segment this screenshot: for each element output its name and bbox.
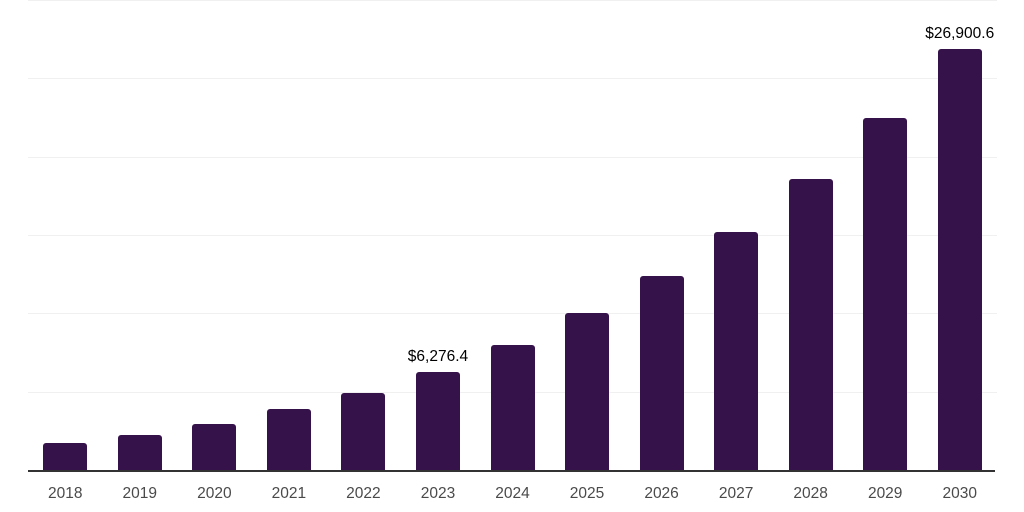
bar-2027 [714, 232, 759, 470]
x-tick-2022: 2022 [346, 485, 381, 502]
bar-2021 [266, 409, 311, 470]
gridline-20000 [28, 156, 997, 158]
gridline-15000 [28, 235, 997, 236]
bar-2028 [788, 179, 833, 470]
x-tick-2018: 2018 [48, 485, 83, 502]
x-tick-2025: 2025 [569, 485, 605, 502]
bar-2020 [192, 423, 237, 470]
bar-2029 [863, 117, 908, 470]
bar-2018 [43, 442, 88, 470]
x-axis-line [28, 470, 995, 472]
gridline-10000 [28, 313, 997, 315]
x-tick-2028: 2028 [793, 485, 828, 502]
data-label-2023: $6,276.4 [407, 347, 469, 365]
bar-2030 [937, 48, 982, 470]
x-tick-2030: 2030 [942, 485, 977, 502]
x-axis-labels: 2018 2019 2020 2021 2022 2023 2024 2025 2026 2027… [28, 485, 997, 505]
bar-2019 [117, 435, 162, 470]
x-tick-2024: 2024 [495, 485, 530, 502]
bar-2026 [639, 276, 684, 470]
plot-area: $6,276.4 $26,900.6 [28, 0, 997, 470]
x-tick-2020: 2020 [197, 485, 232, 502]
gridline-30000 [28, 0, 997, 1]
bar-2025 [565, 313, 610, 470]
gridline-25000 [28, 78, 997, 80]
bar-2022 [341, 393, 386, 470]
x-tick-2019: 2019 [122, 485, 158, 502]
bar-2024 [490, 344, 535, 470]
x-tick-2023: 2023 [420, 485, 456, 502]
bar-2023 [415, 371, 460, 470]
x-tick-2021: 2021 [271, 485, 307, 502]
x-tick-2026: 2026 [644, 485, 679, 502]
x-tick-2027: 2027 [718, 485, 754, 502]
x-tick-2029: 2029 [867, 485, 903, 502]
data-label-2030: $26,900.6 [925, 24, 995, 42]
